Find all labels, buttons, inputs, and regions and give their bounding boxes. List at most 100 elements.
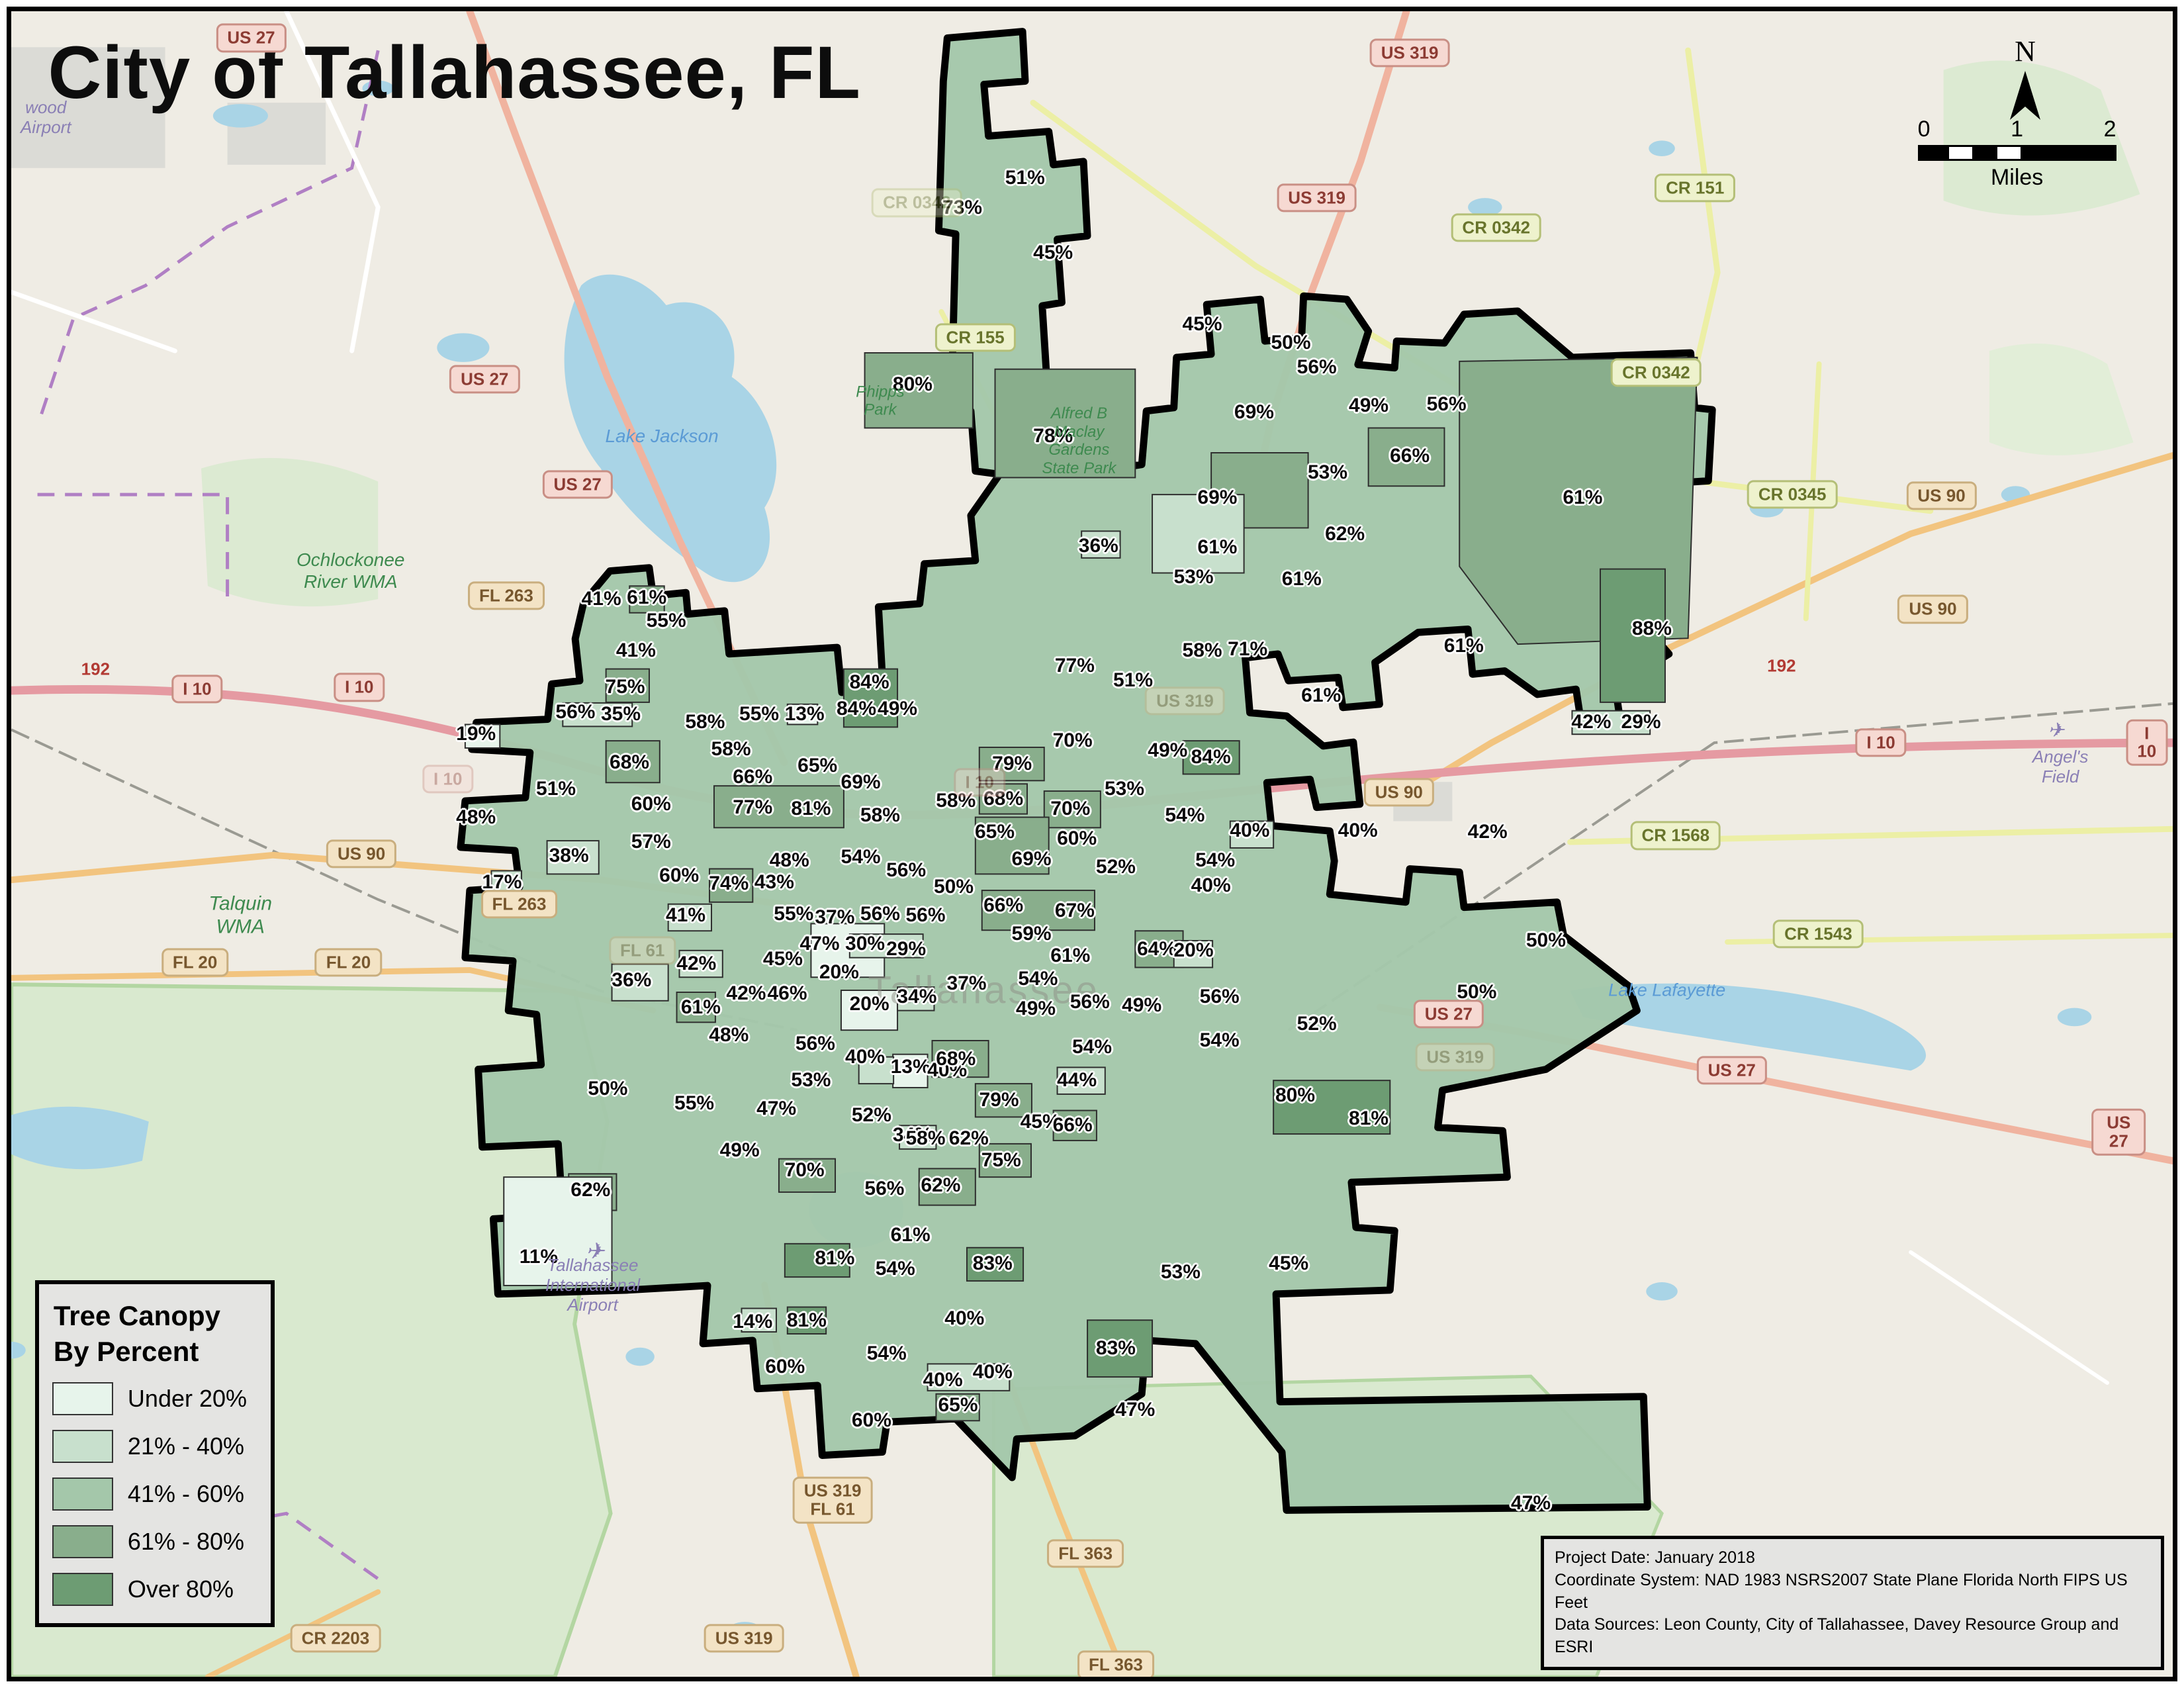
tract-percent-label: 40% [1338, 819, 1378, 841]
north-arrow-icon [2009, 71, 2040, 120]
legend-rows: Under 20% 21% - 40% 41% - 60% 61% - 80% Over… [52, 1382, 257, 1607]
place-label: ✈ [2048, 719, 2065, 741]
tract-percent-label: 13% [890, 1056, 931, 1078]
tract-percent-label: 56% [1069, 991, 1110, 1013]
place-label: Lake Lafayette [1608, 980, 1726, 1000]
tract-percent-label: 56% [1199, 986, 1240, 1008]
tract-percent-label: 75% [981, 1149, 1021, 1172]
tract-percent-label: 20% [1173, 939, 1214, 962]
tract-percent-label: 56% [860, 902, 900, 925]
city-boundary [457, 28, 1716, 1514]
road-shield: CR 0342 [872, 188, 962, 217]
metadata-line: Project Date: January 2018 [1554, 1548, 1755, 1568]
legend-swatch [52, 1382, 113, 1416]
tract-percent-label: 41% [581, 588, 621, 610]
place-label: Tallahassee International Airport [545, 1254, 641, 1315]
tract-percent-label: 78% [1033, 424, 1073, 447]
tract-percent-label: 47% [756, 1098, 797, 1120]
tract-percent-label: 41% [665, 904, 706, 927]
tract-percent-label: 58% [860, 804, 900, 827]
tract-percent-label: 62% [1325, 523, 1365, 545]
legend-swatch [52, 1477, 113, 1511]
tract-percent-label: 49% [878, 698, 918, 720]
tract-percent-label: 74% [709, 872, 749, 895]
road-shield: FL 20 [314, 947, 383, 977]
tract-percent-label: 56% [555, 701, 596, 724]
road-shield: CR 0345 [1747, 479, 1838, 509]
road-shield: CR 0342 [1611, 358, 1702, 387]
tract-percent-label: 65% [938, 1393, 978, 1416]
legend-row: Under 20% [52, 1382, 257, 1416]
tract-percent-label: 40% [972, 1360, 1013, 1383]
tract-percent-label: 60% [851, 1409, 891, 1431]
tract-percent-label: 52% [851, 1104, 891, 1127]
legend-title-line2: By Percent [53, 1336, 199, 1368]
road-shield: US 319 [1277, 183, 1357, 212]
tract-percent-label: 17% [482, 870, 522, 893]
tract-percent-label: 53% [1173, 566, 1214, 588]
road-shield: FL 263 [480, 889, 558, 919]
road-shield: I 10 [1855, 727, 1907, 757]
place-label: Ochlockonee River WMA [296, 549, 405, 592]
north-label: N [2015, 35, 2036, 68]
scale-ticks: 0 1 2 [1918, 117, 2116, 142]
legend-class-label: Over 80% [127, 1575, 234, 1603]
tract-percent-label: 54% [1071, 1035, 1113, 1058]
scale-bar-graphic [1917, 144, 2116, 161]
tract-percent-label: 49% [1016, 998, 1056, 1020]
tract-percent-label: 47% [799, 932, 840, 955]
metadata-line: Coordinate System: NAD 1983 NSRS2007 Sta… [1554, 1570, 2128, 1612]
tract-percent-label: 40% [923, 1369, 963, 1391]
tract-percent-label: 55% [774, 902, 814, 925]
road-number-label: 192 [81, 659, 111, 679]
tract-percent-label: 77% [733, 796, 773, 818]
tract-percent-label: 66% [1052, 1114, 1093, 1137]
road-shield: FL 263 [467, 581, 545, 610]
legend-swatch [52, 1525, 113, 1559]
tract-percent-label: 60% [1057, 827, 1097, 850]
tract-percent-label: 62% [921, 1174, 961, 1196]
scale-unit: Miles [1990, 164, 2044, 190]
tract-percent-label: 61% [1197, 536, 1238, 559]
road-shield: I 10 [334, 673, 385, 702]
tract-percent-label: 70% [1052, 729, 1093, 751]
road-shield: US 319 [704, 1624, 784, 1653]
tract-percent-label: 46% [767, 982, 807, 1005]
place-label: ✈ [585, 1239, 605, 1264]
tract-percent-label: 70% [1050, 798, 1091, 820]
road-shield: I 10 [422, 765, 474, 794]
tract-percent-label: 81% [815, 1247, 855, 1270]
tract-percent-label: 65% [797, 754, 838, 776]
tract-percent-label: 84% [836, 698, 877, 720]
tract-percent-label: 20% [849, 992, 889, 1015]
scale-tick: 2 [2103, 116, 2116, 142]
tract-percent-label: 60% [631, 792, 671, 815]
tract-percent-label: 51% [1005, 166, 1045, 189]
map-overlay: City of Tallahassee, FL Tallahassee Tree… [11, 11, 2173, 1677]
place-label: Talquin WMA [208, 892, 273, 938]
place-label: Phipps Park [856, 383, 905, 419]
tract-percent-label: 55% [739, 702, 780, 725]
legend: Tree Canopy By Percent Under 20% 21% - 40… [34, 1280, 275, 1628]
tract-percent-label: 45% [1020, 1111, 1060, 1133]
road-shield: US 90 [1363, 778, 1434, 807]
map-title: City of Tallahassee, FL [48, 30, 861, 114]
tract-percent-label: 68% [936, 1047, 976, 1070]
road-shield: US 319 [1145, 686, 1225, 716]
tract-percent-label: 54% [875, 1257, 915, 1280]
tract-percent-label: 67% [1054, 899, 1095, 921]
tract-percent-label: 61% [890, 1224, 931, 1246]
tract-percent-label: 51% [536, 777, 576, 800]
tract-percent-label: 50% [1457, 980, 1497, 1003]
road-shield: US 319 FL 61 [792, 1477, 873, 1524]
legend-class-label: 21% - 40% [127, 1432, 245, 1460]
tract-percent-label: 81% [1349, 1107, 1389, 1130]
tract-percent-label: 48% [769, 849, 809, 872]
tract-percent-label: 49% [1349, 395, 1389, 417]
city-polygons [457, 28, 1716, 1514]
tract-percent-label: 53% [1104, 777, 1145, 800]
tract-patches [464, 352, 1698, 1422]
tract-percent-label: 84% [1191, 746, 1231, 769]
tract-percent-label: 73% [942, 196, 983, 218]
legend-class-label: 41% - 60% [127, 1480, 245, 1508]
